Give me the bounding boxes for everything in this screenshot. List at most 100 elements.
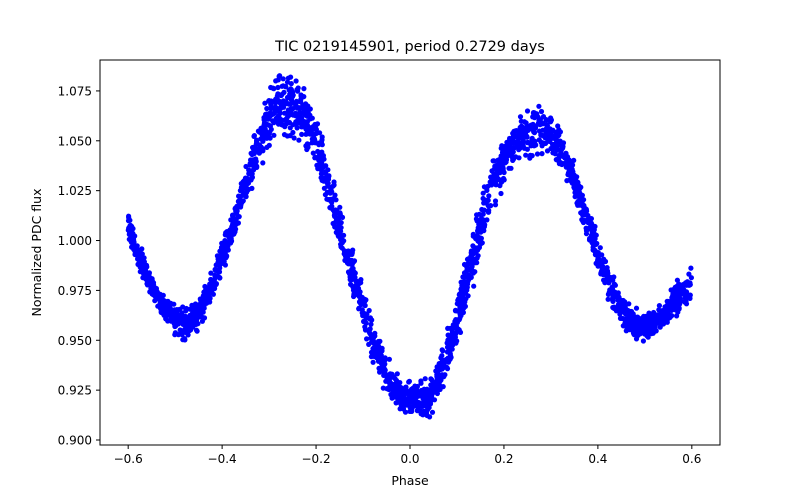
data-point	[521, 119, 528, 125]
data-point	[202, 288, 208, 294]
y-tick-label: 0.975	[58, 284, 92, 298]
data-point	[332, 209, 338, 215]
data-point	[259, 132, 265, 138]
data-point	[448, 354, 454, 360]
data-point	[454, 338, 460, 344]
data-point	[354, 278, 360, 284]
data-point	[296, 137, 302, 143]
data-point	[144, 264, 150, 270]
data-point	[304, 146, 310, 153]
data-point	[185, 318, 191, 324]
data-point	[337, 214, 343, 220]
data-point	[275, 84, 281, 91]
data-point	[173, 319, 179, 325]
data-point	[572, 186, 578, 192]
data-point	[174, 314, 180, 320]
data-point	[378, 352, 384, 358]
data-point	[374, 355, 380, 361]
data-point	[593, 241, 599, 247]
data-point	[496, 162, 502, 168]
data-point	[353, 290, 359, 296]
data-point	[577, 185, 583, 192]
data-point	[182, 337, 188, 343]
data-point	[493, 182, 499, 188]
data-point	[127, 224, 133, 230]
data-point	[194, 312, 200, 318]
data-point	[505, 142, 511, 148]
data-point	[233, 205, 239, 211]
data-point	[555, 133, 561, 139]
data-point	[475, 229, 481, 235]
data-point	[605, 296, 611, 302]
data-point	[674, 313, 680, 319]
data-point	[581, 202, 587, 209]
data-point	[279, 122, 285, 128]
y-tick-label: 0.950	[58, 334, 92, 348]
data-point	[193, 321, 199, 327]
data-point	[126, 213, 132, 219]
data-point	[295, 85, 301, 91]
data-point	[605, 291, 612, 297]
data-point	[563, 150, 569, 156]
data-point	[384, 375, 390, 381]
data-point	[264, 105, 270, 112]
data-point	[291, 135, 297, 141]
data-point	[316, 142, 322, 148]
data-point	[225, 240, 232, 246]
data-point	[617, 315, 624, 321]
data-point	[144, 277, 150, 283]
data-point	[425, 404, 431, 410]
data-point	[485, 203, 491, 209]
data-point	[330, 196, 336, 202]
x-tick-label: −0.4	[208, 452, 237, 466]
data-point	[640, 338, 647, 344]
data-point	[202, 284, 208, 290]
data-point	[212, 272, 218, 278]
data-point	[347, 274, 353, 280]
data-point	[261, 115, 267, 121]
data-point	[279, 91, 285, 97]
y-tick-label: 1.000	[58, 234, 92, 248]
data-point	[172, 323, 178, 330]
data-point	[621, 323, 627, 329]
data-point	[688, 275, 695, 281]
data-point	[488, 174, 494, 180]
data-point	[208, 281, 214, 287]
data-point	[161, 298, 168, 304]
data-point	[222, 232, 228, 238]
data-point	[646, 310, 652, 316]
data-point	[303, 131, 309, 137]
data-point	[464, 265, 471, 271]
data-point	[486, 193, 492, 199]
data-point	[318, 171, 324, 177]
data-point	[406, 378, 412, 384]
data-point	[158, 295, 164, 301]
data-point	[168, 300, 174, 306]
y-axis-ticks: 0.900 0.925 0.950 0.975 1.000 1.025 1.050 1.075	[58, 84, 100, 448]
data-point	[652, 321, 659, 327]
data-point	[483, 199, 489, 205]
data-point	[179, 332, 185, 338]
data-point	[397, 380, 403, 386]
data-point	[516, 141, 522, 147]
data-point	[487, 179, 493, 185]
data-point	[408, 406, 414, 412]
data-point	[595, 260, 602, 266]
data-point	[605, 279, 611, 285]
data-point	[280, 76, 286, 82]
data-point	[358, 296, 364, 303]
data-point	[444, 340, 450, 346]
data-point	[517, 114, 524, 120]
data-point	[440, 384, 446, 390]
data-point	[640, 326, 647, 332]
data-point	[552, 151, 558, 157]
data-point	[434, 389, 440, 395]
data-point	[540, 140, 546, 146]
data-point	[660, 318, 666, 324]
data-point	[468, 274, 474, 280]
data-point	[351, 259, 357, 265]
y-tick-label: 1.075	[58, 84, 92, 98]
data-point	[510, 157, 516, 163]
y-tick-label: 1.050	[58, 134, 92, 148]
